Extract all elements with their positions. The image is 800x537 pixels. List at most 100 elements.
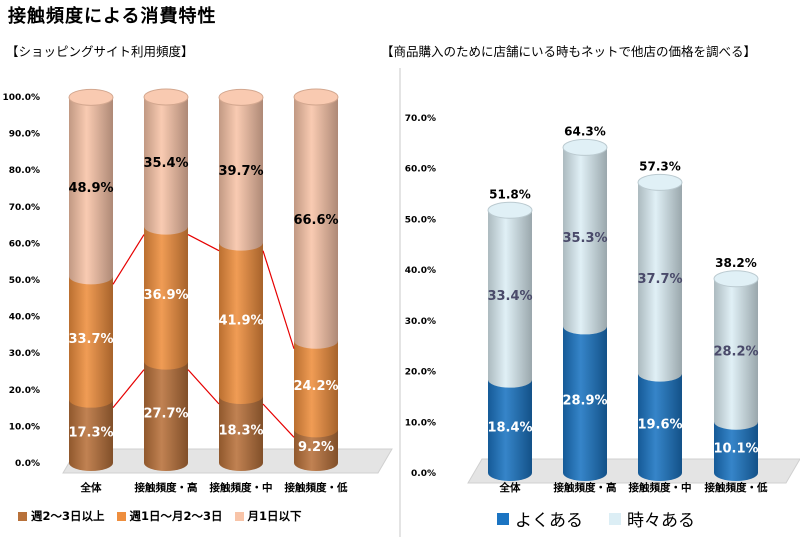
bar-top-cap [293,88,339,106]
data-label: 9.2% [298,440,334,455]
bar-segment [714,421,758,481]
legend-item-monthly-1: 月1日以下 [234,508,302,524]
y-tick-label: 50.0% [9,276,40,286]
data-label: 10.1% [713,441,758,456]
bar-segment [69,97,113,285]
bar-top-cap [218,88,264,106]
connector-line [187,234,220,252]
data-label: 39.7% [218,164,263,179]
data-label: 28.2% [713,344,758,359]
connector-line [112,234,145,285]
bar-segment [638,182,682,382]
bar-segment [144,361,188,471]
legend-swatch [18,511,27,521]
data-label: 27.7% [143,406,188,421]
legend-swatch [234,511,244,521]
data-label: 19.6% [637,417,682,432]
bar-segment [294,429,338,471]
bar-top-cap [487,201,533,219]
legend-shopping-frequency: 週2～3日以上 週1日～月2～3日 月1日以下 [18,508,314,524]
y-tick-label: 30.0% [9,349,40,359]
bar-segment [144,226,188,370]
x-category-label: 接触頻度・高 [554,481,617,494]
data-label: 17.3% [68,425,113,440]
legend-label: 週2～3日以上 [31,509,105,523]
y-tick-label: 70.0% [9,203,40,213]
legend-swatch [116,511,126,521]
legend-swatch [609,512,621,525]
bar-segment [638,373,682,481]
legend-item-sometimes: 時々ある [609,506,695,531]
data-label: 28.9% [562,394,607,409]
y-tick-label: 90.0% [9,130,40,140]
connector-line [112,369,145,409]
y-tick-label: 40.0% [9,313,40,323]
data-label: 18.3% [218,424,263,439]
legend-item-weekly-1-monthly: 週1日～月2～3日 [116,508,223,524]
y-tick-label: 50.0% [405,215,436,225]
bar-segment [488,210,532,388]
bar-segment [714,278,758,430]
bar-segment [488,379,532,481]
legend-label: 月1日以下 [247,509,302,523]
bar-segment [219,242,263,405]
x-category-label: 接触頻度・低 [285,481,348,494]
legend-price-check: よくある 時々ある [497,506,721,531]
bar-top-cap [562,138,608,156]
data-label: 36.9% [143,288,188,303]
data-label: 66.6% [293,213,338,228]
y-tick-label: 0.0% [15,459,40,469]
x-category-label: 接触頻度・中 [629,481,692,494]
y-tick-label: 10.0% [405,418,436,428]
y-tick-label: 30.0% [405,317,436,327]
data-label: 35.3% [562,231,607,246]
legend-item-weekly-2-3: 週2～3日以上 [18,508,105,524]
y-tick-label: 20.0% [9,386,40,396]
y-tick-label: 80.0% [9,166,40,176]
chart-subtitle-price-check: 【商品購入のために店舗にいる時もネットで他店の価格を調べる】 [381,44,757,59]
bar-top-cap [68,88,114,106]
total-label: 38.2% [715,256,757,270]
connector-line [262,250,295,349]
x-category-label: 全体 [80,481,102,494]
chart-subtitle-shopping-frequency: 【ショッピングサイト利用頻度】 [6,44,194,59]
x-category-label: 接触頻度・低 [705,481,768,494]
data-label: 48.9% [68,181,113,196]
bar-segment [219,396,263,471]
x-category-label: 接触頻度・中 [210,481,273,494]
bar-segment [294,97,338,349]
y-tick-label: 60.0% [9,239,40,249]
legend-label: よくある [515,511,583,531]
legend-item-often: よくある [497,506,583,531]
data-label: 41.9% [218,313,263,328]
page-title: 接触頻度による消費特性 [8,6,217,27]
data-label: 24.2% [293,379,338,394]
bar-segment [563,326,607,481]
bar-top-cap [143,88,189,106]
data-label: 35.4% [143,156,188,171]
y-tick-label: 100.0% [3,93,41,103]
connector-line [262,403,295,438]
connector-line [187,369,220,405]
data-label: 33.7% [68,332,113,347]
legend-swatch [497,512,509,525]
bar-top-cap [713,270,759,288]
y-tick-label: 10.0% [9,422,40,432]
x-category-label: 接触頻度・高 [135,481,198,494]
total-label: 51.8% [489,187,531,201]
total-label: 64.3% [564,124,606,138]
bar-segment [563,147,607,335]
bar-segment [69,399,113,471]
legend-label: 週1日～月2～3日 [129,509,223,523]
bar-segment [219,97,263,251]
bar-segment [69,276,113,408]
bar-segment [294,340,338,438]
bar-top-cap [637,173,683,191]
data-label: 37.7% [637,272,682,287]
y-tick-label: 70.0% [405,114,436,124]
data-label: 18.4% [487,420,532,435]
bar-segment [144,97,188,235]
legend-label: 時々ある [627,511,695,531]
y-tick-label: 60.0% [405,165,436,175]
